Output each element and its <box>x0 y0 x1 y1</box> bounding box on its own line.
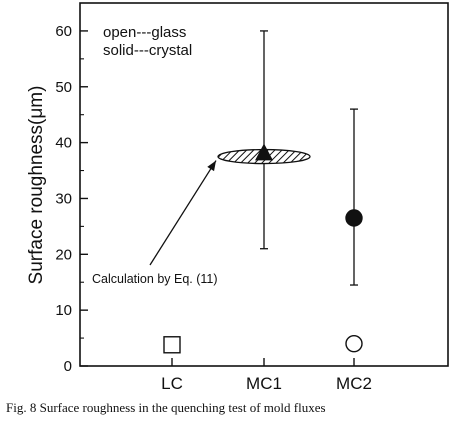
y-tick-label: 0 <box>64 358 72 375</box>
y-axis-ticks: 0 10 20 30 40 50 60 <box>55 23 88 375</box>
x-tick-label: LC <box>161 374 183 393</box>
point-circle <box>345 334 363 353</box>
figure-caption: Fig. 8 Surface roughness in the quenchin… <box>6 400 326 415</box>
y-tick-label: 20 <box>55 246 72 263</box>
annotation-text: Calculation by Eq. (11) <box>92 272 218 286</box>
data-points <box>163 143 363 354</box>
y-tick-label: 40 <box>55 135 72 152</box>
x-axis-ticks: LC MC1 MC2 <box>161 358 372 393</box>
y-axis-label: Surface roughness(μm) <box>26 86 47 285</box>
y-tick-label: 30 <box>55 190 72 207</box>
y-tick-label: 10 <box>55 302 72 319</box>
legend-entry-crystal: solid---crystal <box>103 42 192 59</box>
legend-entry-glass: open---glass <box>103 24 186 41</box>
point-square <box>163 336 181 354</box>
annotation-arrowhead <box>207 160 216 172</box>
chart: 0 10 20 30 40 50 60 LC MC1 MC2 Surface roughness… <box>26 2 449 393</box>
x-tick-label: MC1 <box>246 374 282 393</box>
annotation-arrow <box>149 160 217 266</box>
y-tick-label: 50 <box>55 79 72 96</box>
annotation: Calculation by Eq. (11) <box>92 148 311 286</box>
y-tick-label: 60 <box>55 23 72 40</box>
point-circle <box>345 209 363 227</box>
x-tick-label: MC2 <box>336 374 372 393</box>
error-bars <box>260 30 358 286</box>
point-triangle <box>255 143 273 161</box>
